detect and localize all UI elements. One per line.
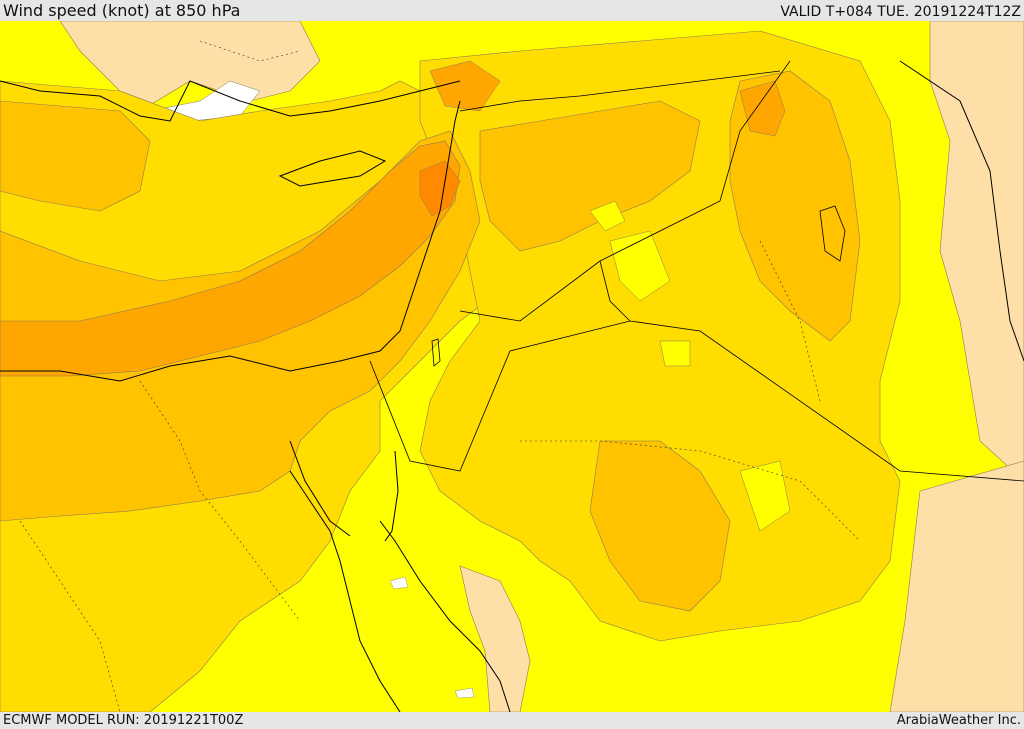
credit: ArabiaWeather Inc. xyxy=(896,713,1021,728)
coastline-mediterranean xyxy=(0,100,461,382)
amber-region-northcentral xyxy=(479,100,701,252)
gulf-of-suez xyxy=(289,440,351,537)
valid-time: VALID T+084 TUE. 20191224T12Z xyxy=(780,4,1021,20)
peach-region-south xyxy=(459,565,531,712)
admin-line-2 xyxy=(520,440,861,542)
coastline-red-sea-west xyxy=(289,470,401,712)
coastline-turkey xyxy=(0,80,461,122)
coastline-red-sea-east xyxy=(379,520,511,712)
border-1 xyxy=(369,320,1024,482)
border-2 xyxy=(459,60,791,322)
wind-speed-map xyxy=(0,21,1024,712)
white-patch-south-2 xyxy=(454,687,475,699)
yellow-patch-1 xyxy=(589,200,626,232)
footer-bar: ECMWF MODEL RUN: 20191221T00Z ArabiaWeat… xyxy=(0,712,1024,729)
admin-line-4 xyxy=(19,520,121,712)
lake-euphrates xyxy=(819,205,846,262)
orange-patch-north xyxy=(429,60,501,112)
orange-patch-east xyxy=(739,80,786,137)
orange-band-main xyxy=(0,140,461,377)
border-4 xyxy=(599,260,631,322)
border-3 xyxy=(459,70,781,112)
header-bar: Wind speed (knot) at 850 hPa VALID T+084… xyxy=(0,0,1024,21)
model-run: ECMWF MODEL RUN: 20191221T00Z xyxy=(3,713,244,728)
peach-region-southeast xyxy=(889,460,1024,712)
yellow-patch-4 xyxy=(739,460,791,532)
white-patch-south-1 xyxy=(389,576,409,590)
yellow-patch-2 xyxy=(659,340,691,367)
amber-band-med xyxy=(0,100,151,212)
admin-line-5 xyxy=(199,40,301,62)
persian-gulf-coast xyxy=(899,60,1024,362)
amber-region-south xyxy=(589,440,731,612)
gulf-of-aqaba xyxy=(384,450,399,542)
dead-sea xyxy=(431,338,441,367)
cyprus xyxy=(278,150,387,187)
dark-orange-core xyxy=(419,160,461,217)
admin-line-1 xyxy=(139,380,301,622)
peach-region-east xyxy=(929,21,1024,482)
amber-region-east xyxy=(729,70,861,342)
map-title: Wind speed (knot) at 850 hPa xyxy=(3,1,241,20)
